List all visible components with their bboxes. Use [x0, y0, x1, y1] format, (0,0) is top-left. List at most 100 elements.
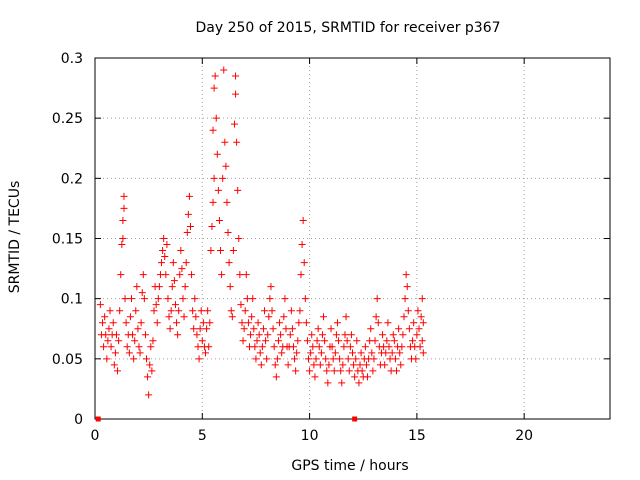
data-point: [369, 367, 377, 375]
data-point: [218, 271, 226, 279]
data-point: [276, 319, 284, 327]
data-point: [236, 271, 244, 279]
data-point: [248, 313, 256, 321]
data-point: [335, 337, 343, 345]
data-point: [109, 319, 117, 327]
data-point: [392, 367, 400, 375]
data-point: [374, 319, 382, 327]
data-point: [339, 361, 347, 369]
data-point: [133, 283, 141, 291]
y-axis-ticks: 0 0.05 0.1 0.15 0.2 0.25 0.3: [52, 51, 610, 428]
data-point: [351, 373, 359, 381]
data-point: [300, 259, 308, 267]
data-point: [342, 313, 350, 321]
data-point: [119, 235, 127, 242]
data-point: [384, 319, 392, 327]
data-point: [219, 174, 227, 182]
data-point: [261, 307, 269, 315]
data-point: [149, 337, 157, 345]
data-point: [412, 355, 420, 363]
data-point: [252, 355, 260, 363]
data-point: [126, 313, 134, 321]
data-point: [145, 391, 153, 399]
data-point: [120, 192, 128, 200]
data-point: [294, 337, 302, 345]
data-point: [178, 265, 186, 273]
data-point: [347, 331, 355, 339]
data-point: [396, 349, 404, 357]
data-point: [256, 349, 264, 357]
data-point: [345, 367, 353, 375]
data-point: [190, 325, 198, 333]
data-point: [160, 235, 168, 242]
data-point: [211, 72, 219, 80]
data-point: [197, 307, 205, 315]
data-point: [323, 367, 331, 375]
data-point: [309, 343, 317, 351]
data-point: [330, 367, 338, 375]
data-point: [329, 355, 337, 363]
data-point: [110, 361, 118, 369]
data-point: [247, 331, 255, 339]
data-point: [295, 319, 303, 327]
x-tick-label: 15: [408, 428, 426, 444]
data-point: [313, 337, 321, 345]
data-point: [210, 174, 218, 182]
data-point: [129, 331, 137, 339]
data-point: [152, 301, 160, 309]
data-point: [164, 295, 172, 303]
data-point: [226, 283, 234, 291]
data-point: [154, 295, 162, 303]
y-tick-label: 0: [74, 412, 83, 428]
data-point: [270, 343, 278, 351]
data-point: [346, 343, 354, 351]
data-point: [181, 283, 189, 291]
data-point: [350, 361, 358, 369]
data-point: [383, 337, 391, 345]
data-point: [291, 355, 299, 363]
data-point: [263, 355, 271, 363]
data-point: [414, 307, 422, 315]
data-point: [191, 295, 199, 303]
data-point: [184, 210, 192, 218]
data-point: [318, 331, 326, 339]
data-point: [303, 337, 311, 345]
data-point: [204, 307, 212, 315]
data-point: [221, 138, 229, 146]
data-point: [292, 367, 300, 375]
y-axis-label: SRMTID / TECUs: [7, 181, 23, 294]
data-point: [327, 325, 335, 333]
data-point: [173, 319, 181, 327]
data-point: [100, 343, 108, 351]
x-tick-label: 10: [301, 428, 319, 444]
data-point: [267, 283, 275, 291]
data-point: [189, 307, 197, 315]
data-point: [229, 247, 237, 255]
x-tick-label: 5: [198, 428, 207, 444]
data-point: [220, 66, 228, 74]
data-point: [258, 343, 266, 351]
data-point: [418, 337, 426, 345]
data-point: [209, 126, 217, 134]
data-point: [336, 355, 344, 363]
data-point: [277, 331, 285, 339]
data-point: [131, 337, 139, 345]
data-point: [284, 361, 292, 369]
data-point: [289, 343, 297, 351]
data-point: [338, 379, 346, 387]
data-point: [150, 307, 158, 315]
data-point: [415, 325, 423, 333]
y-tick-label: 0.15: [52, 232, 83, 248]
data-point: [265, 313, 273, 321]
data-point: [381, 361, 389, 369]
data-point: [235, 235, 243, 242]
y-tick-label: 0.25: [52, 111, 83, 127]
data-point: [168, 283, 176, 291]
data-point: [361, 343, 369, 351]
x-axis-ticks: 0 5 10 15 20: [91, 58, 533, 444]
data-point: [188, 271, 196, 279]
data-point: [132, 307, 140, 315]
data-point: [356, 361, 364, 369]
data-point: [298, 241, 306, 249]
